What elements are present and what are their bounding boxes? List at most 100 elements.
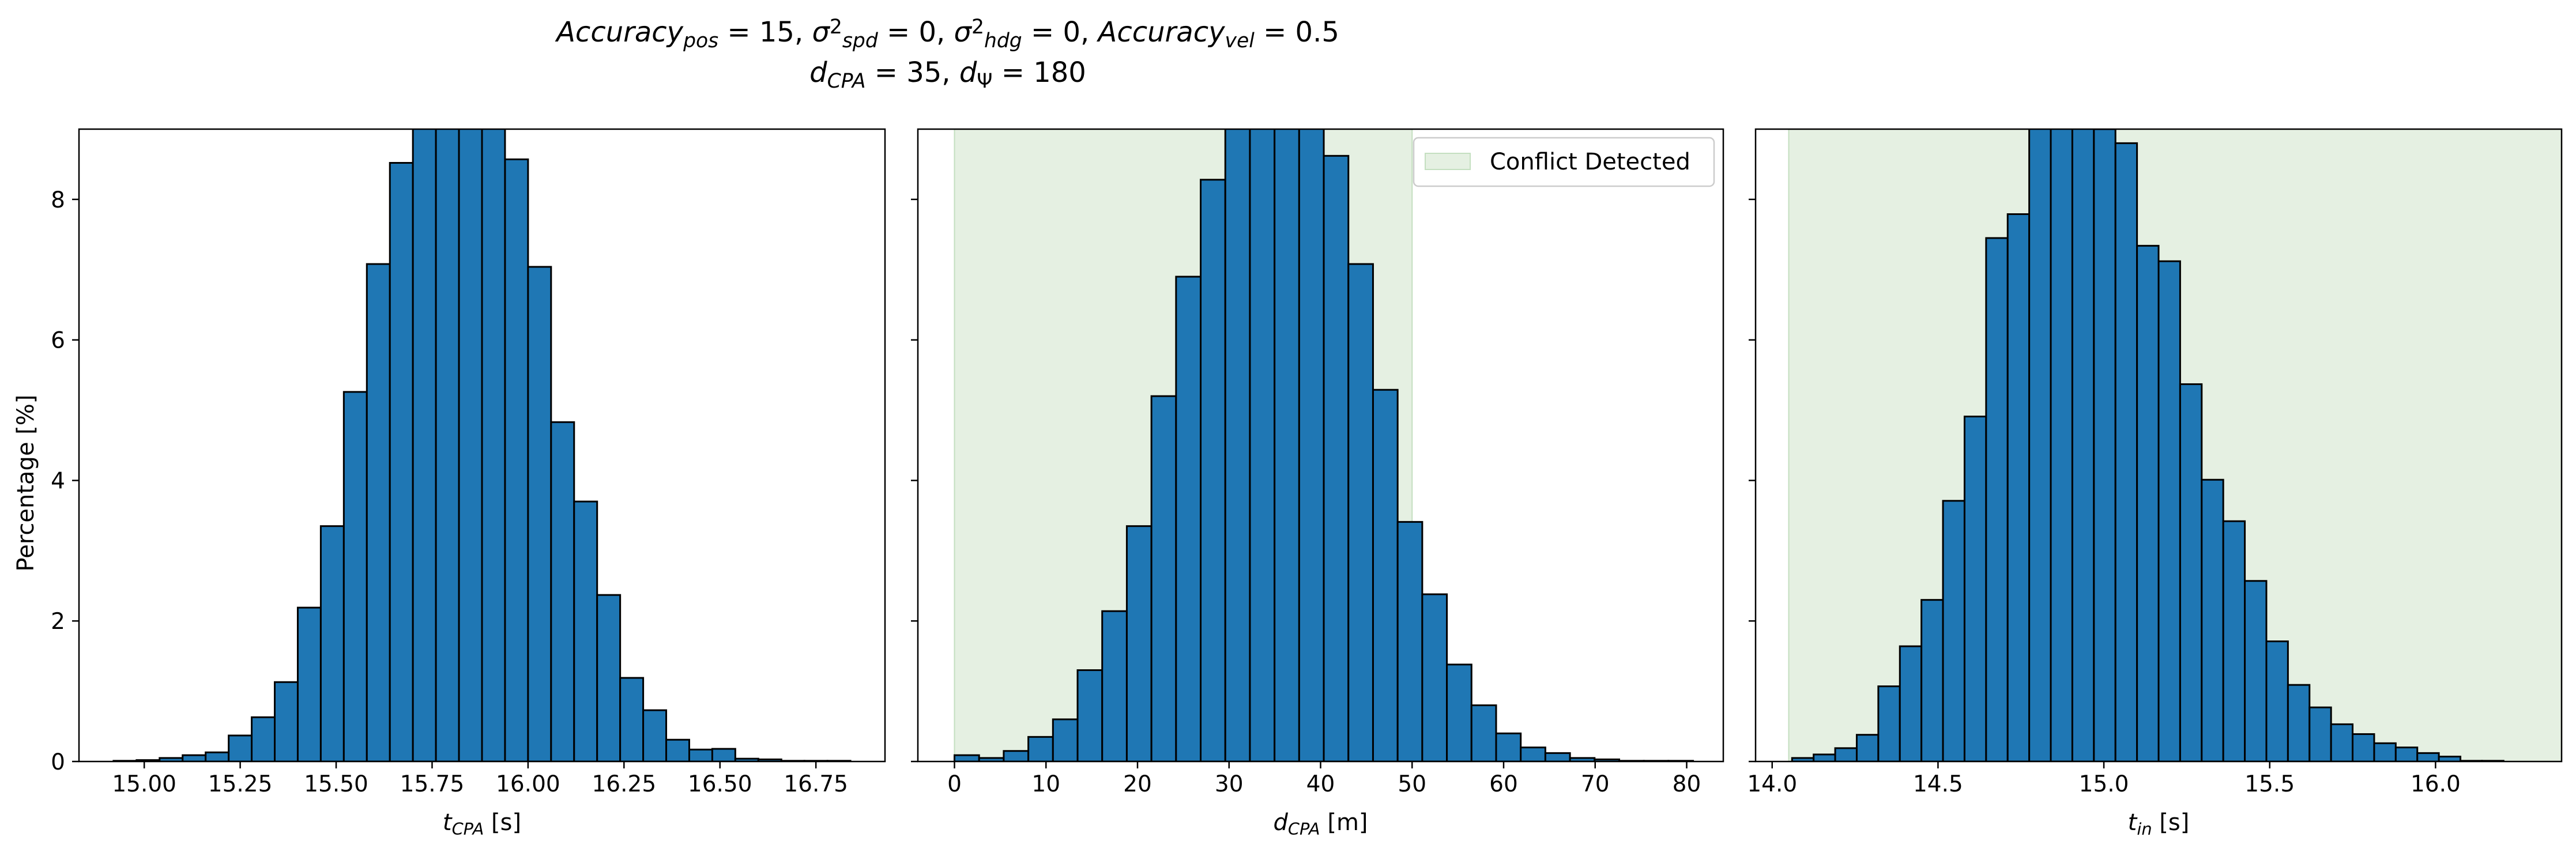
histogram-bar — [412, 129, 437, 761]
histogram-bar — [296, 606, 322, 761]
histogram-bar — [342, 391, 368, 761]
histogram-bar — [1470, 704, 1497, 761]
x-tick-label: 16.75 — [784, 771, 848, 797]
x-axis-label: dCPA [m] — [1273, 809, 1368, 839]
x-tick-label: 0 — [947, 771, 962, 797]
histogram-bar — [2244, 580, 2268, 761]
histogram-bar — [1985, 237, 2009, 761]
x-tick-label: 15.5 — [2244, 771, 2295, 797]
x-tick-label: 20 — [1123, 771, 1152, 797]
shared-y-axis-label: Percentage [%] — [13, 395, 39, 572]
legend-swatch — [1425, 153, 1471, 170]
histogram-bar — [319, 525, 345, 761]
histogram-bar — [2308, 706, 2332, 761]
histogram-bar — [389, 162, 414, 761]
histogram-bar — [2265, 640, 2289, 761]
histogram-bar — [2136, 244, 2160, 761]
histogram-bar — [573, 500, 598, 761]
histogram-bar — [435, 129, 460, 761]
x-tick-label: 40 — [1306, 771, 1335, 797]
axes-frame — [78, 128, 886, 763]
y-tick-label: 6 — [51, 328, 65, 354]
histogram-bar — [274, 681, 299, 761]
histogram-bar — [1899, 645, 1923, 761]
x-tick-label: 16.0 — [2411, 771, 2461, 797]
histogram-bar — [2071, 129, 2095, 761]
histogram-bar — [1834, 747, 1858, 761]
histogram-bar — [527, 266, 552, 761]
histogram-bar — [2093, 129, 2116, 761]
histogram-bar — [1396, 521, 1423, 761]
histogram-bar — [596, 594, 622, 761]
histogram-bar — [1877, 685, 1901, 761]
histogram-bar — [228, 734, 253, 761]
x-tick-label: 14.5 — [1913, 771, 1963, 797]
x-tick-label: 16.50 — [688, 771, 752, 797]
histogram-bar — [1347, 263, 1374, 761]
histogram-bar — [1421, 593, 1448, 761]
histogram-bar — [205, 751, 230, 761]
histogram-bar — [1920, 599, 1944, 761]
axes-frame — [1754, 128, 2563, 763]
histogram-bar — [1101, 610, 1128, 761]
histogram-bar — [2050, 129, 2073, 761]
histogram-bar — [1855, 734, 1880, 761]
histogram-bar — [2179, 383, 2203, 761]
histogram-bar — [1076, 669, 1104, 761]
histogram-bar — [1323, 154, 1350, 761]
histogram-bar — [1052, 718, 1079, 761]
x-axis-label: tCPA [s] — [443, 809, 521, 839]
histogram-bar — [954, 754, 980, 761]
histogram-bar — [1963, 416, 1987, 761]
x-tick-label: 70 — [1581, 771, 1610, 797]
histogram-bar — [2330, 723, 2354, 761]
histogram-bar — [2438, 755, 2462, 761]
histogram-bar — [1027, 736, 1054, 761]
histogram-bar — [1249, 129, 1276, 761]
histogram-bar — [2157, 260, 2181, 761]
legend: Conflict Detected — [1413, 137, 1715, 187]
histogram-bar — [1200, 179, 1226, 761]
histogram-bar — [1224, 129, 1251, 761]
histogram-bar — [251, 716, 276, 761]
histogram-bar — [504, 158, 529, 761]
x-tick-label: 16.00 — [496, 771, 560, 797]
histogram-bar — [1003, 750, 1030, 761]
x-tick-label: 10 — [1031, 771, 1060, 797]
histogram-bar — [1298, 129, 1325, 761]
plot-area — [954, 129, 1694, 761]
histogram-bar — [481, 129, 506, 761]
histogram-bar — [642, 709, 668, 761]
x-tick-label: 15.50 — [304, 771, 368, 797]
x-tick-label: 15.0 — [2079, 771, 2129, 797]
histogram-bar — [2006, 213, 2031, 761]
x-axis-label: tin [s] — [2128, 809, 2190, 839]
histogram-bar — [2114, 142, 2138, 761]
x-tick-label: 15.00 — [112, 771, 176, 797]
histogram-bar — [2394, 747, 2419, 761]
figure-title-line-1: Accuracypos = 15, σ2spd = 0, σ2hdg = 0, … — [555, 16, 1339, 52]
histogram-panel-1: 15.00 15.25 15.50 15.75 16.00 16.25 16.50 16.75… — [51, 128, 886, 839]
histogram-bar — [665, 738, 690, 761]
histogram-bar — [1175, 276, 1202, 761]
plot-area — [112, 129, 852, 761]
histogram-bar — [2287, 684, 2311, 761]
histogram-bar — [1274, 129, 1300, 761]
histogram-bar — [2222, 520, 2246, 761]
histogram-bar — [1150, 395, 1177, 761]
histogram-panel-3: 14.0 14.5 15.0 15.5 16.0 tin [s] — [1747, 128, 2563, 839]
x-tick-label: 30 — [1215, 771, 1244, 797]
histogram-bar — [550, 421, 575, 761]
histogram-bar — [366, 263, 391, 761]
figure-title-line-2: dCPA = 35, dΨ = 180 — [809, 56, 1086, 93]
y-tick-label: 4 — [51, 468, 65, 494]
histogram-bar — [1544, 752, 1571, 761]
histogram-bar — [2416, 752, 2440, 761]
y-tick-label: 8 — [51, 187, 65, 213]
plot-area — [1788, 129, 2562, 761]
x-tick-label: 16.25 — [592, 771, 656, 797]
histogram-bar — [1495, 732, 1522, 761]
histogram-panel-2: 0 10 20 30 40 50 60 70 80 dCPA [m] Conflict Detect… — [911, 128, 1724, 839]
histogram-bar — [1813, 753, 1836, 761]
